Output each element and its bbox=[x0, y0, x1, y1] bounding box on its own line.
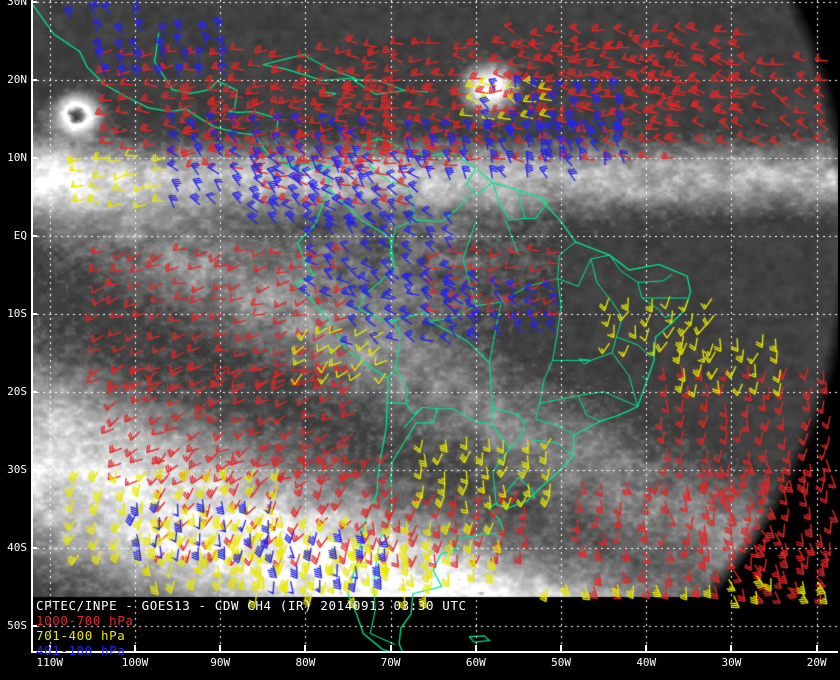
y-tick-30N bbox=[31, 0, 37, 3]
x-tick-100W bbox=[133, 645, 136, 652]
x-tick-label-40W: 40W bbox=[636, 656, 657, 669]
y-tick-label-40S: 40S bbox=[7, 540, 27, 554]
y-tick-label-30N: 30N bbox=[7, 0, 27, 8]
x-tick-80W bbox=[304, 645, 307, 652]
axis-left bbox=[31, 0, 33, 653]
x-tick-label-80W: 80W bbox=[295, 656, 316, 669]
axis-bottom bbox=[31, 651, 838, 653]
x-tick-label-30W: 30W bbox=[721, 656, 742, 669]
x-tick-90W bbox=[219, 645, 222, 652]
x-tick-label-70W: 70W bbox=[380, 656, 401, 669]
x-tick-60W bbox=[474, 645, 477, 652]
y-tick-20S bbox=[31, 390, 37, 393]
wind-barb-overlay bbox=[31, 0, 838, 653]
y-tick-label-10S: 10S bbox=[7, 306, 27, 320]
x-tick-label-110W: 110W bbox=[36, 656, 63, 669]
map-plot-area[interactable] bbox=[31, 0, 838, 653]
y-tick-label-20N: 20N bbox=[7, 72, 27, 86]
y-tick-label-10N: 10N bbox=[7, 150, 27, 164]
y-tick-30S bbox=[31, 468, 37, 471]
chart-title: CPTEC/INPE - GOES13 - CDW CH4 (IR) 20140… bbox=[36, 598, 467, 613]
y-tick-10S bbox=[31, 312, 37, 315]
y-tick-20N bbox=[31, 78, 37, 81]
y-tick-10N bbox=[31, 156, 37, 159]
legend-entry-high-level: 401-100 hPa bbox=[36, 643, 126, 658]
x-tick-label-100W: 100W bbox=[121, 656, 149, 669]
legend-entry-low-level: 1000-700 hPa bbox=[36, 613, 134, 628]
x-tick-70W bbox=[389, 645, 392, 652]
x-tick-20W bbox=[815, 645, 818, 652]
x-tick-50W bbox=[560, 645, 563, 652]
x-tick-label-60W: 60W bbox=[465, 656, 486, 669]
y-tick-EQ bbox=[31, 234, 37, 237]
y-tick-40S bbox=[31, 546, 37, 549]
x-tick-110W bbox=[48, 645, 51, 652]
y-tick-label-20S: 20S bbox=[7, 384, 27, 398]
y-tick-label-50S: 50S bbox=[7, 618, 27, 632]
y-tick-label-EQ: EQ bbox=[13, 228, 27, 242]
y-tick-label-30S: 30S bbox=[7, 462, 27, 476]
y-tick-50S bbox=[31, 624, 37, 627]
x-tick-40W bbox=[645, 645, 648, 652]
x-tick-label-90W: 90W bbox=[210, 656, 231, 669]
x-tick-30W bbox=[730, 645, 733, 652]
legend-entry-mid-level: 701-400 hPa bbox=[36, 628, 126, 643]
x-tick-label-50W: 50W bbox=[551, 656, 571, 669]
x-tick-label-20W: 20W bbox=[806, 656, 827, 669]
